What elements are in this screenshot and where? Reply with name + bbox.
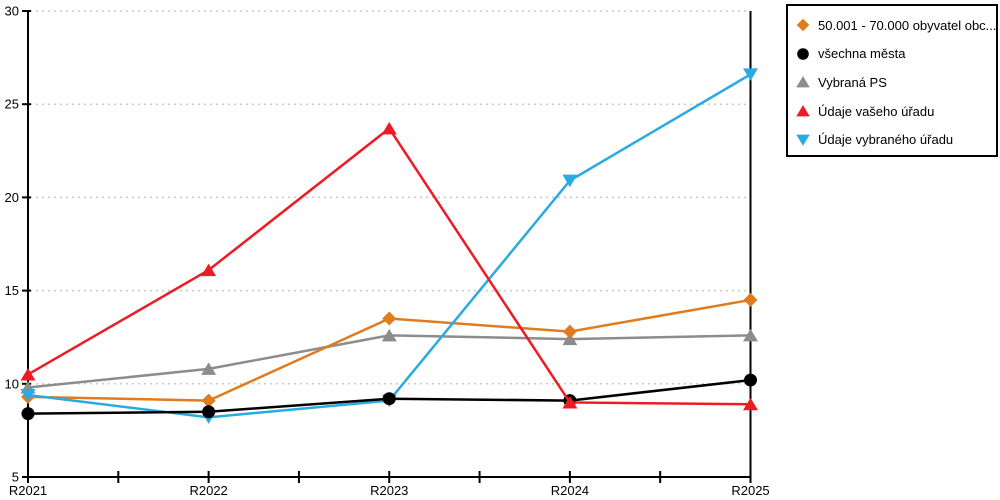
triangle-up-legend-icon — [796, 76, 810, 88]
data-point — [381, 121, 397, 135]
data-point — [382, 311, 397, 326]
series-v-echna-m-sta — [21, 373, 757, 421]
x-tick-label: R2021 — [9, 483, 47, 498]
data-point — [201, 362, 217, 375]
legend-item-v-echna-m-sta[interactable]: všechna města — [788, 40, 996, 69]
legend-item-label: Údaje vybraného úřadu — [818, 132, 954, 148]
y-tick-label: 25 — [5, 97, 19, 112]
data-point — [20, 388, 36, 402]
legend-item-label: 50.001 - 70.000 obyvatel obc... — [818, 17, 996, 33]
x-tick-label: R2023 — [370, 483, 408, 498]
data-point — [743, 397, 758, 411]
data-point — [743, 328, 758, 342]
legend: 50.001 - 70.000 obyvatel obc... všechna m… — [786, 4, 998, 157]
data-point — [20, 367, 36, 381]
series-daje-va-eho-adu — [20, 121, 758, 411]
data-point — [202, 405, 216, 419]
data-point — [744, 373, 757, 387]
data-point — [201, 393, 216, 408]
circle-legend-icon — [797, 48, 809, 60]
data-point — [381, 328, 397, 342]
data-point — [743, 68, 758, 81]
series-line — [27, 126, 751, 406]
data-point — [201, 263, 217, 277]
legend-item-label: všechna města — [818, 46, 906, 62]
data-point — [562, 324, 577, 339]
legend-item-daje-vybran-ho-adu[interactable]: Údaje vybraného úřadu — [788, 125, 996, 154]
y-tick-label: 20 — [5, 190, 19, 205]
legend-item-50-001-70-000-obyvatel-obc[interactable]: 50.001 - 70.000 obyvatel obc... — [788, 11, 996, 40]
y-tick-label: 30 — [5, 4, 19, 19]
diamond-legend-icon — [796, 18, 810, 32]
triangle-up-legend-icon — [796, 105, 810, 117]
data-point — [382, 392, 396, 406]
legend-item-label: Vybraná PS — [818, 74, 887, 90]
series-line — [27, 334, 751, 389]
y-tick-label: 10 — [5, 376, 19, 391]
data-point — [743, 292, 758, 307]
triangle-down-legend-icon — [796, 134, 810, 146]
y-tick-label: 15 — [5, 283, 19, 298]
data-point — [562, 174, 578, 188]
series-daje-vybran-ho-adu — [20, 68, 758, 424]
data-point — [562, 395, 578, 409]
legend-item-daje-va-eho-adu[interactable]: Údaje vašeho úřadu — [788, 97, 996, 126]
legend-item-vybran-ps[interactable]: Vybraná PS — [788, 68, 996, 97]
series-50-001-70-000-obyvatel-obc — [21, 292, 758, 408]
legend-item-label: Údaje vašeho úřadu — [818, 103, 935, 119]
y-tick-label: 5 — [12, 470, 19, 485]
data-point — [21, 407, 35, 421]
data-point — [562, 332, 578, 346]
series-vybran-ps — [20, 328, 758, 394]
x-tick-label: R2022 — [189, 483, 227, 498]
x-tick-label: R2024 — [551, 483, 589, 498]
x-tick-label: R2025 — [731, 483, 769, 498]
